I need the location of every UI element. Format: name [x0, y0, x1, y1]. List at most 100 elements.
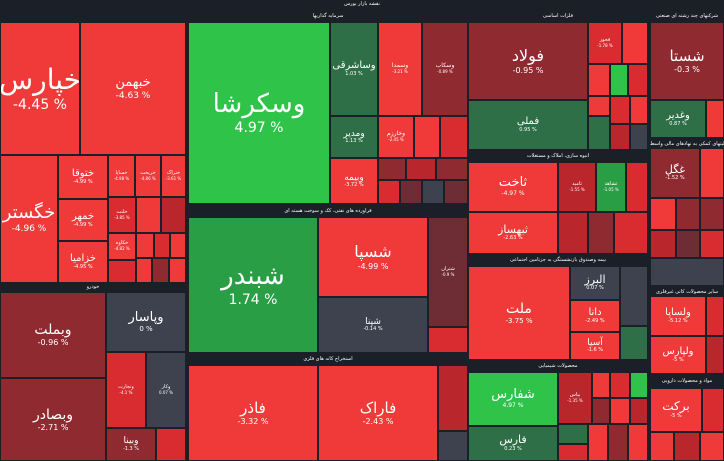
- stock-tile-small[interactable]: [706, 100, 724, 138]
- stock-tile-small[interactable]: [440, 116, 468, 158]
- stock-tile-vsamda[interactable]: وسمدا -3.21 %: [378, 22, 422, 116]
- stock-tile-small[interactable]: [706, 336, 724, 374]
- stock-tile-small[interactable]: [558, 444, 588, 461]
- stock-tile-small[interactable]: [620, 266, 648, 326]
- stock-tile-small[interactable]: [161, 197, 186, 233]
- stock-tile-fazar[interactable]: فاذر -3.32 %: [188, 365, 318, 461]
- stock-tile-small[interactable]: [156, 428, 186, 461]
- stock-tile-small[interactable]: [169, 258, 186, 283]
- stock-tile-farak[interactable]: فاراک -2.43 %: [318, 365, 438, 461]
- stock-tile-small[interactable]: [620, 326, 648, 360]
- stock-tile-vkharazm[interactable]: وخارزم -2.45 %: [378, 116, 414, 158]
- stock-tile-small[interactable]: [588, 212, 614, 254]
- stock-tile-shfars[interactable]: شفارس 4.97 %: [468, 372, 558, 426]
- stock-tile-khsapa[interactable]: خساپا -4.98 %: [108, 155, 135, 197]
- stock-tile-fameli[interactable]: فملی 0.95 %: [468, 100, 588, 150]
- stock-tile-small[interactable]: [650, 258, 724, 286]
- stock-tile-small[interactable]: [136, 258, 152, 283]
- stock-tile-khlant[interactable]: خلنت -3.85 %: [108, 197, 136, 233]
- stock-tile-small[interactable]: [650, 230, 676, 258]
- stock-tile-small[interactable]: [136, 197, 161, 233]
- stock-tile-dana[interactable]: دانا -2.49 %: [570, 300, 620, 332]
- stock-tile-small[interactable]: [558, 424, 588, 444]
- stock-tile-small[interactable]: [700, 148, 724, 198]
- stock-tile-small[interactable]: [592, 398, 610, 424]
- stock-tile-small[interactable]: [610, 64, 628, 96]
- stock-tile-vkar[interactable]: وکار 0.07 %: [146, 352, 186, 428]
- stock-tile-small[interactable]: [628, 424, 648, 461]
- stock-tile-small[interactable]: [650, 198, 676, 230]
- stock-tile-bpas[interactable]: بپاس -1.35 %: [558, 372, 592, 424]
- stock-tile-sakht[interactable]: ثاخت -4.97 %: [468, 162, 558, 212]
- stock-tile-small[interactable]: [700, 230, 724, 258]
- stock-tile-alborz[interactable]: البرز 0.07 %: [570, 266, 620, 300]
- stock-tile-small[interactable]: [154, 233, 170, 258]
- stock-tile-sbahsaz[interactable]: ثبهساز -2.63 %: [468, 212, 558, 254]
- stock-tile-small[interactable]: [610, 124, 630, 150]
- stock-tile-small[interactable]: [628, 64, 648, 96]
- stock-tile-vtejarat[interactable]: وتجارت -4.1 %: [106, 352, 146, 428]
- stock-tile-fkhooz[interactable]: فخوز -1.78 %: [588, 22, 622, 64]
- stock-tile-volsapa[interactable]: ولساپا -5.12 %: [650, 296, 706, 336]
- stock-tile-small[interactable]: [558, 212, 588, 254]
- stock-tile-small[interactable]: [436, 158, 468, 180]
- stock-tile-vpasar[interactable]: وپاسار 0 %: [106, 292, 186, 352]
- stock-tile-shasta[interactable]: شستا -0.3 %: [650, 22, 724, 100]
- stock-tile-small[interactable]: [592, 372, 610, 398]
- stock-tile-small[interactable]: [610, 96, 630, 124]
- stock-tile-small[interactable]: [650, 432, 674, 461]
- stock-tile-small[interactable]: [706, 296, 724, 336]
- stock-tile-vbina[interactable]: وبینا -1.3 %: [106, 428, 156, 461]
- stock-tile-small[interactable]: [422, 180, 444, 204]
- stock-tile-small[interactable]: [152, 258, 169, 283]
- stock-tile-small[interactable]: [674, 432, 700, 461]
- stock-tile-small[interactable]: [700, 198, 724, 230]
- stock-tile-vskarsha[interactable]: وسکرشا 4.97 %: [188, 22, 330, 204]
- stock-tile-small[interactable]: [588, 116, 610, 150]
- stock-tile-vsasharghi[interactable]: وساشرقی 1.03 %: [330, 22, 378, 116]
- stock-tile-small[interactable]: [630, 398, 648, 424]
- stock-tile-small[interactable]: [438, 431, 468, 461]
- stock-tile-khtrak[interactable]: ختراک -3.61 %: [161, 155, 186, 197]
- stock-tile-small[interactable]: [400, 180, 422, 204]
- stock-tile-small[interactable]: [438, 365, 468, 431]
- stock-tile-khrikht[interactable]: خریخت -4.86 %: [135, 155, 161, 197]
- stock-tile-vbsaderat[interactable]: وبصادر -2.71 %: [0, 378, 106, 461]
- stock-tile-khkaveh[interactable]: خکاوه -4.82 %: [108, 233, 136, 260]
- stock-tile-barkat[interactable]: برکت -5 %: [650, 388, 702, 432]
- stock-tile-small[interactable]: [444, 180, 468, 204]
- stock-tile-small[interactable]: [630, 124, 648, 150]
- stock-tile-shapna[interactable]: شپنا -0.14 %: [318, 297, 428, 353]
- stock-tile-ghgol[interactable]: غگل -1.52 %: [650, 148, 700, 198]
- stock-tile-khpars[interactable]: خپارس -4.45 %: [0, 22, 80, 155]
- stock-tile-small[interactable]: [428, 327, 468, 353]
- stock-tile-khbahman[interactable]: خبهمن -4.63 %: [80, 22, 186, 155]
- stock-tile-shaspa[interactable]: شسپا -4.99 %: [318, 217, 428, 297]
- stock-tile-small[interactable]: [588, 96, 610, 116]
- stock-tile-fars[interactable]: فارس 0.23 %: [468, 426, 558, 461]
- stock-tile-small[interactable]: [588, 64, 610, 96]
- stock-tile-khmehr[interactable]: خمهر -4.99 %: [58, 199, 108, 241]
- stock-tile-small[interactable]: [608, 424, 628, 461]
- stock-tile-vghadir[interactable]: وغدیر 0.87 %: [650, 100, 706, 138]
- stock-tile-vmodir[interactable]: ومدیر 1.13 %: [330, 116, 378, 158]
- stock-tile-khtoga[interactable]: ختوقا -4.99 %: [58, 155, 108, 199]
- stock-tile-vbimeh[interactable]: وبیمه -3.72 %: [330, 158, 378, 204]
- stock-tile-shabandar[interactable]: شبندر 1.74 %: [188, 217, 318, 353]
- stock-tile-khzamia[interactable]: خزامیا -4.95 %: [58, 241, 108, 283]
- stock-tile-shatran[interactable]: شتران -0.9 %: [428, 217, 468, 327]
- stock-tile-mellat[interactable]: ملت -3.75 %: [468, 266, 570, 360]
- stock-tile-small[interactable]: [622, 22, 648, 64]
- stock-tile-small[interactable]: [406, 158, 436, 180]
- stock-tile-small[interactable]: [414, 116, 440, 158]
- stock-tile-vskab[interactable]: وسکاب -0.89 %: [422, 22, 468, 116]
- stock-tile-khgostar[interactable]: خگستر -4.96 %: [0, 155, 58, 283]
- stock-tile-small[interactable]: [610, 398, 630, 424]
- stock-tile-sshahed[interactable]: ثشاهد -1.05 %: [596, 162, 626, 212]
- stock-tile-small[interactable]: [378, 158, 406, 180]
- stock-tile-small[interactable]: [700, 432, 724, 461]
- stock-tile-small[interactable]: [702, 388, 724, 432]
- stock-tile-small[interactable]: [630, 96, 648, 124]
- stock-tile-small[interactable]: [614, 212, 648, 254]
- stock-tile-foolad[interactable]: فولاد -0.95 %: [468, 22, 588, 100]
